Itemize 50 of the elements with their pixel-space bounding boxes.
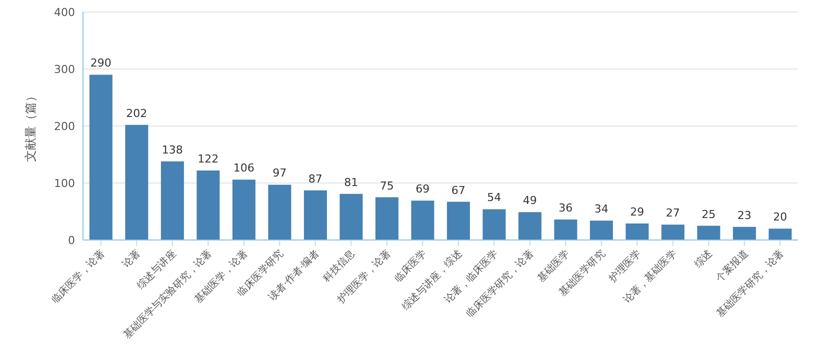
bar: [554, 219, 578, 240]
y-tick-label: 100: [54, 176, 75, 190]
bar: [268, 184, 292, 240]
data-label: 23: [737, 208, 752, 222]
bar: [375, 197, 398, 240]
bar: [125, 124, 148, 240]
data-label: 87: [308, 172, 322, 186]
bar: [411, 200, 434, 240]
data-label: 36: [558, 201, 573, 214]
x-tick-label: 临床医学，论著: [49, 248, 107, 306]
data-label: 122: [198, 152, 219, 166]
bar: [232, 180, 256, 240]
data-label: 49: [522, 194, 537, 208]
x-tick-label: 论著: [120, 248, 143, 270]
bar: [661, 224, 684, 240]
data-label: 290: [90, 56, 112, 70]
data-label: 75: [380, 179, 394, 192]
bar: [482, 209, 506, 240]
data-label: 29: [630, 205, 644, 218]
y-tick-label: 200: [54, 120, 75, 133]
bar: [446, 202, 470, 240]
bar: [160, 161, 184, 240]
bar: [340, 194, 363, 240]
data-label: 67: [451, 184, 466, 197]
data-label: 34: [594, 202, 608, 216]
bar: [89, 74, 112, 240]
data-label: 54: [487, 191, 502, 204]
bar: [518, 212, 542, 240]
data-label: 69: [416, 182, 430, 196]
bar: [697, 226, 720, 240]
x-tick-label: 综述: [692, 248, 715, 270]
data-label: 97: [272, 166, 287, 180]
data-label: 27: [666, 206, 680, 220]
bar: [304, 190, 327, 240]
y-tick-label: 400: [54, 6, 75, 19]
y-tick-label: 0: [68, 234, 75, 247]
bar: [768, 228, 792, 240]
bar: [626, 223, 649, 240]
bar: [732, 226, 756, 240]
bar: [590, 220, 613, 240]
y-axis-title: 文献量（篇）: [23, 90, 38, 162]
x-tick-label: 护理医学: [606, 248, 644, 286]
data-label: 138: [162, 143, 183, 156]
data-label: 106: [233, 162, 254, 175]
y-tick-label: 300: [54, 62, 75, 76]
data-label: 202: [126, 106, 148, 120]
data-label: 81: [344, 176, 358, 189]
data-label: 25: [702, 208, 716, 221]
bar: [196, 170, 220, 240]
data-label: 20: [773, 210, 788, 224]
